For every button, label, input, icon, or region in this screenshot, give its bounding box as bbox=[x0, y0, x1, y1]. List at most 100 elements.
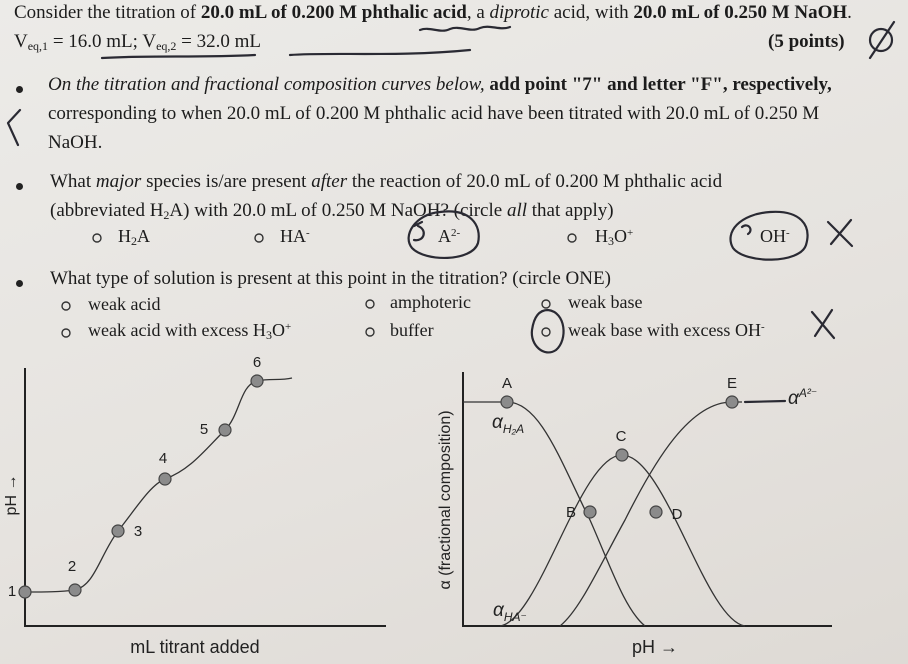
point bbox=[583, 505, 597, 519]
text: corresponding to when 20.0 mL of 0.200 M… bbox=[48, 103, 820, 153]
dash bbox=[743, 399, 787, 404]
option-marker bbox=[541, 299, 551, 309]
underline bbox=[288, 48, 472, 57]
curve-label: αA²⁻ bbox=[788, 386, 817, 409]
text: buffer bbox=[390, 320, 434, 340]
text: = 16.0 mL; V bbox=[48, 31, 157, 52]
text: What bbox=[50, 171, 96, 192]
text: A bbox=[438, 226, 451, 246]
text: α bbox=[492, 412, 504, 433]
option: weak base with excess OH- bbox=[568, 320, 765, 341]
point bbox=[725, 395, 739, 409]
text: weak acid bbox=[88, 294, 161, 314]
text: O bbox=[614, 226, 627, 246]
item-text: On the titration and fractional composit… bbox=[48, 70, 863, 157]
option: OH- bbox=[760, 226, 790, 247]
text: What type of solution is present at this… bbox=[50, 268, 611, 289]
point-label: 2 bbox=[68, 558, 76, 575]
mark bbox=[740, 224, 752, 236]
x-axis-label: mL titrant added bbox=[130, 637, 259, 657]
text: eq,1 bbox=[27, 39, 49, 53]
text: 20.0 mL of 0.250 M NaOH bbox=[633, 2, 848, 23]
text: HA⁻ bbox=[504, 610, 527, 624]
point-label: C bbox=[616, 428, 627, 445]
circle bbox=[530, 308, 565, 354]
text: the reaction of 20.0 mL of 0.200 M phtha… bbox=[50, 171, 723, 221]
fraction-plot: α (fractional composition) pH → A B C D … bbox=[437, 372, 832, 657]
text: A bbox=[137, 226, 150, 246]
text: major bbox=[95, 171, 142, 192]
point bbox=[500, 395, 514, 409]
point-label: A bbox=[502, 375, 512, 392]
option-marker bbox=[567, 233, 577, 243]
text: = 32.0 mL bbox=[176, 31, 262, 52]
x-axis-label: pH → bbox=[632, 637, 678, 657]
point-label: E bbox=[727, 375, 737, 392]
text: α bbox=[788, 388, 800, 409]
option: weak acid with excess H3O+ bbox=[88, 320, 291, 341]
option-marker bbox=[254, 233, 264, 243]
option: amphoteric bbox=[390, 292, 471, 313]
point-label: 6 bbox=[253, 354, 261, 371]
text: eq,2 bbox=[156, 39, 177, 53]
text: acid, with bbox=[548, 2, 634, 23]
item-text: What major species is/are present after … bbox=[50, 167, 810, 225]
points bbox=[18, 374, 264, 599]
text: On the titration and fractional composit… bbox=[48, 74, 490, 95]
text: weak base bbox=[568, 292, 643, 312]
option-marker bbox=[541, 327, 551, 337]
point-labels: A B C D E bbox=[502, 375, 737, 523]
point-labels: 1 2 3 4 5 6 bbox=[8, 354, 261, 600]
point bbox=[615, 448, 629, 462]
text: H bbox=[118, 226, 131, 246]
curve bbox=[463, 401, 646, 627]
text: . V bbox=[14, 2, 852, 52]
underline bbox=[100, 53, 257, 60]
point bbox=[250, 374, 264, 388]
point bbox=[218, 423, 232, 437]
curve-label: αH₂A bbox=[492, 412, 524, 436]
option-markers bbox=[61, 233, 577, 338]
text: OH bbox=[760, 226, 786, 246]
x-mark bbox=[826, 218, 854, 248]
option: A2- bbox=[438, 226, 460, 247]
point bbox=[158, 472, 172, 486]
text: HA bbox=[280, 226, 306, 246]
point-label: 5 bbox=[200, 421, 208, 438]
item-text: What type of solution is present at this… bbox=[50, 264, 850, 293]
bullet bbox=[16, 183, 23, 190]
text: H bbox=[595, 226, 608, 246]
points bbox=[500, 395, 739, 519]
mark bbox=[868, 27, 894, 53]
bullet bbox=[16, 280, 23, 287]
points: (5 points) bbox=[768, 31, 845, 52]
point bbox=[111, 524, 125, 538]
y-axis-label: pH → bbox=[3, 475, 20, 516]
text: 20.0 mL of 0.200 M phthalic acid bbox=[200, 2, 467, 23]
circle bbox=[729, 210, 809, 261]
option-marker bbox=[61, 328, 71, 338]
option-marker bbox=[365, 299, 375, 309]
point-label: 1 bbox=[8, 583, 16, 600]
text: 2- bbox=[451, 227, 461, 239]
text: - bbox=[760, 321, 765, 333]
bullet bbox=[16, 86, 23, 93]
option: H2A bbox=[118, 226, 150, 247]
option: buffer bbox=[390, 320, 434, 341]
option: weak acid bbox=[88, 294, 160, 315]
text: after bbox=[311, 171, 348, 192]
titration-plot: pH → mL titrant added 1 2 3 4 5 6 bbox=[3, 354, 386, 657]
curve-label: αHA⁻ bbox=[493, 600, 527, 624]
text: Consider the titration of bbox=[14, 2, 201, 23]
underline bbox=[418, 25, 512, 32]
x-mark bbox=[810, 308, 836, 340]
text: species is/are present bbox=[141, 171, 312, 192]
mark bbox=[6, 108, 22, 147]
option-marker bbox=[365, 327, 375, 337]
text: 3 bbox=[608, 234, 614, 248]
text: α bbox=[493, 600, 505, 621]
point-label: 4 bbox=[159, 450, 167, 467]
text: 3 bbox=[265, 328, 272, 342]
